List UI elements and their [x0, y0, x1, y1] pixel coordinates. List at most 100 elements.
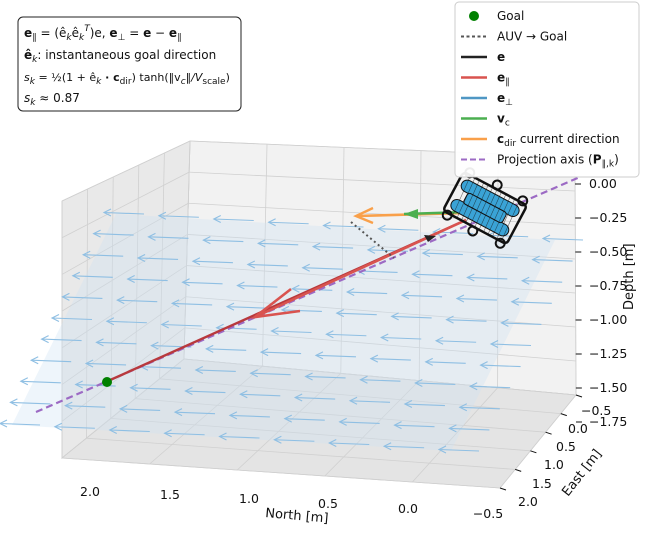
- current-arrow: [54, 426, 95, 429]
- current-arrow-head: [181, 278, 190, 287]
- x-tick-label: 1.5: [160, 487, 180, 502]
- grid-line: [324, 380, 420, 477]
- current-arrow: [271, 330, 312, 334]
- current-arrow: [86, 362, 127, 366]
- current-arrow: [511, 301, 552, 304]
- current-arrow: [227, 306, 268, 309]
- grid-line: [149, 365, 263, 465]
- current-arrow: [436, 340, 477, 343]
- grid-line: [187, 234, 576, 260]
- current-arrow: [182, 281, 223, 285]
- current-arrow-head: [366, 245, 376, 254]
- current-arrow-head: [0, 419, 8, 428]
- grid-line: [412, 387, 498, 483]
- current-arrow: [148, 236, 189, 239]
- current-arrow-head: [421, 249, 431, 258]
- current-arrow: [195, 369, 236, 372]
- current-arrow-head: [228, 411, 238, 420]
- auv-glyph: [441, 167, 529, 249]
- current-arrow-head: [434, 336, 444, 345]
- grid-line: [159, 378, 561, 414]
- current-arrow-head: [74, 380, 83, 389]
- gridlines: [61, 140, 577, 489]
- y-tick-label: 2.0: [518, 494, 538, 509]
- y-tick-mark: [560, 413, 567, 417]
- legend: Goal AUV → Goal e e∥ e⊥ vc cdir current direct…: [454, 1, 640, 178]
- current-arrow-head: [259, 348, 269, 357]
- z-tick-label: −1.25: [589, 346, 627, 361]
- current-arrow-head: [322, 221, 331, 230]
- y-tick-mark: [575, 394, 583, 398]
- current-arrow: [381, 336, 422, 340]
- auv-mesh: [474, 187, 493, 228]
- grid-line: [185, 296, 576, 328]
- auv-mesh: [465, 182, 485, 223]
- y-tick-label: 0.5: [556, 439, 576, 454]
- legend-entry: e⊥: [497, 91, 513, 108]
- current-arrow: [522, 280, 563, 283]
- current-arrow: [302, 267, 343, 270]
- current-arrow-head: [380, 333, 389, 342]
- grid-line: [236, 373, 342, 471]
- auv-mesh: [492, 196, 511, 237]
- y-tick-label: 0.0: [568, 421, 588, 436]
- grid-line: [110, 176, 114, 419]
- current-arrow-head: [382, 442, 392, 451]
- current-arrow-head: [437, 445, 447, 454]
- annotation-line-4: sk ≈ 0.87: [24, 91, 80, 108]
- grid-line: [86, 437, 516, 470]
- current-arrow-head: [304, 372, 313, 381]
- current-arrow: [117, 299, 158, 303]
- current-arrow-head: [81, 250, 91, 259]
- auv-mesh: [469, 184, 489, 226]
- grid-line: [61, 296, 186, 385]
- auv-core: [463, 192, 507, 224]
- auv-to-goal-dotted: [350, 221, 395, 259]
- grid-line: [159, 152, 165, 379]
- current-arrow-head: [9, 398, 18, 407]
- current-arrow-head: [414, 378, 423, 387]
- current-arrow: [480, 364, 521, 368]
- annotation-line-3: sk = ½(1 + êk · cdir) tanh(‖vc‖/Vscale): [24, 71, 230, 87]
- current-arrow: [93, 233, 134, 236]
- current-arrow-head: [445, 315, 454, 324]
- y-tick-label: −0.5: [581, 403, 611, 418]
- current-arrow: [0, 422, 41, 426]
- current-field: [0, 208, 584, 454]
- legend-goal-marker: [469, 11, 479, 21]
- e-vector-head: [424, 235, 436, 242]
- x-tick-label: 0.0: [398, 501, 418, 516]
- grid-line: [186, 265, 576, 294]
- current-arrow-head: [173, 408, 183, 417]
- current-arrow: [62, 296, 103, 299]
- current-arrow-head: [314, 351, 324, 360]
- current-arrow: [488, 234, 529, 238]
- current-arrow-head: [84, 359, 94, 368]
- auv-mesh: [456, 177, 476, 219]
- current-arrow-head: [531, 255, 540, 264]
- current-arrow: [467, 276, 508, 280]
- current-arrow-head: [191, 257, 201, 266]
- current-arrow: [206, 348, 247, 351]
- current-arrow: [370, 358, 411, 361]
- current-arrow-head: [147, 232, 156, 241]
- current-arrow-head: [328, 439, 337, 447]
- grid-line: [134, 164, 140, 399]
- current-arrow-head: [489, 340, 499, 348]
- current-arrow-head: [170, 299, 180, 308]
- current-arrow-head: [510, 297, 520, 306]
- current-arrow-head: [335, 309, 345, 318]
- auv-mesh: [496, 198, 516, 240]
- current-arrow: [140, 366, 181, 369]
- current-arrow-head: [468, 382, 478, 391]
- current-arrow-head: [204, 344, 214, 353]
- grid-line: [499, 394, 577, 489]
- current-arrow-head: [291, 284, 300, 293]
- current-arrow: [295, 397, 336, 400]
- current-arrow-head: [359, 375, 368, 384]
- current-arrow-head: [150, 341, 159, 350]
- current-arrow-head: [105, 317, 115, 326]
- current-arrow: [72, 275, 113, 278]
- current-arrow: [109, 429, 150, 433]
- current-arrow: [203, 239, 244, 243]
